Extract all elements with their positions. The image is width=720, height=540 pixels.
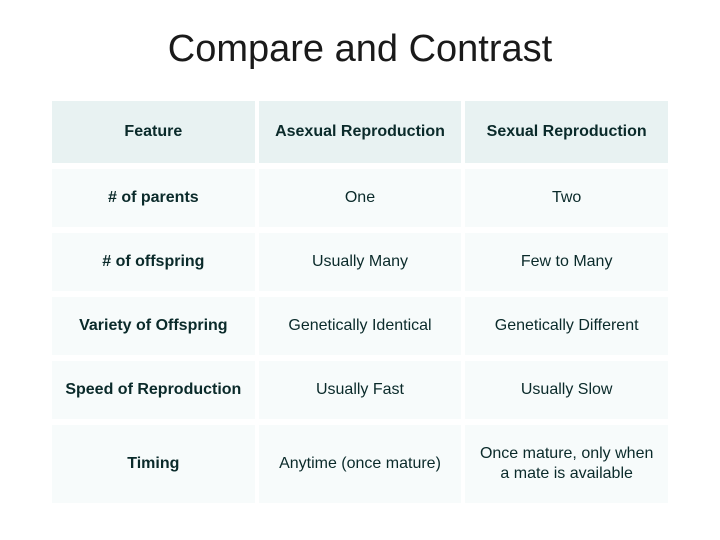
table-row: Variety of Offspring Genetically Identic…	[52, 297, 668, 355]
table-row: Timing Anytime (once mature) Once mature…	[52, 425, 668, 503]
table-header-row: Feature Asexual Reproduction Sexual Repr…	[52, 101, 668, 163]
col-header-feature: Feature	[52, 101, 255, 163]
table-row: Speed of Reproduction Usually Fast Usual…	[52, 361, 668, 419]
row-label: Timing	[52, 425, 255, 503]
cell-value: Anytime (once mature)	[259, 425, 462, 503]
comparison-table: Feature Asexual Reproduction Sexual Repr…	[48, 95, 672, 509]
cell-value: Usually Slow	[465, 361, 668, 419]
row-label: Speed of Reproduction	[52, 361, 255, 419]
row-label: # of offspring	[52, 233, 255, 291]
table-row: # of parents One Two	[52, 169, 668, 227]
slide: Compare and Contrast Feature Asexual Rep…	[0, 0, 720, 540]
page-title: Compare and Contrast	[48, 28, 672, 71]
row-label: # of parents	[52, 169, 255, 227]
cell-value: Usually Fast	[259, 361, 462, 419]
cell-value: Two	[465, 169, 668, 227]
col-header-asexual: Asexual Reproduction	[259, 101, 462, 163]
cell-value: Once mature, only when a mate is availab…	[465, 425, 668, 503]
row-label: Variety of Offspring	[52, 297, 255, 355]
cell-value: Few to Many	[465, 233, 668, 291]
col-header-sexual: Sexual Reproduction	[465, 101, 668, 163]
cell-value: Usually Many	[259, 233, 462, 291]
cell-value: Genetically Different	[465, 297, 668, 355]
cell-value: Genetically Identical	[259, 297, 462, 355]
cell-value: One	[259, 169, 462, 227]
table-row: # of offspring Usually Many Few to Many	[52, 233, 668, 291]
